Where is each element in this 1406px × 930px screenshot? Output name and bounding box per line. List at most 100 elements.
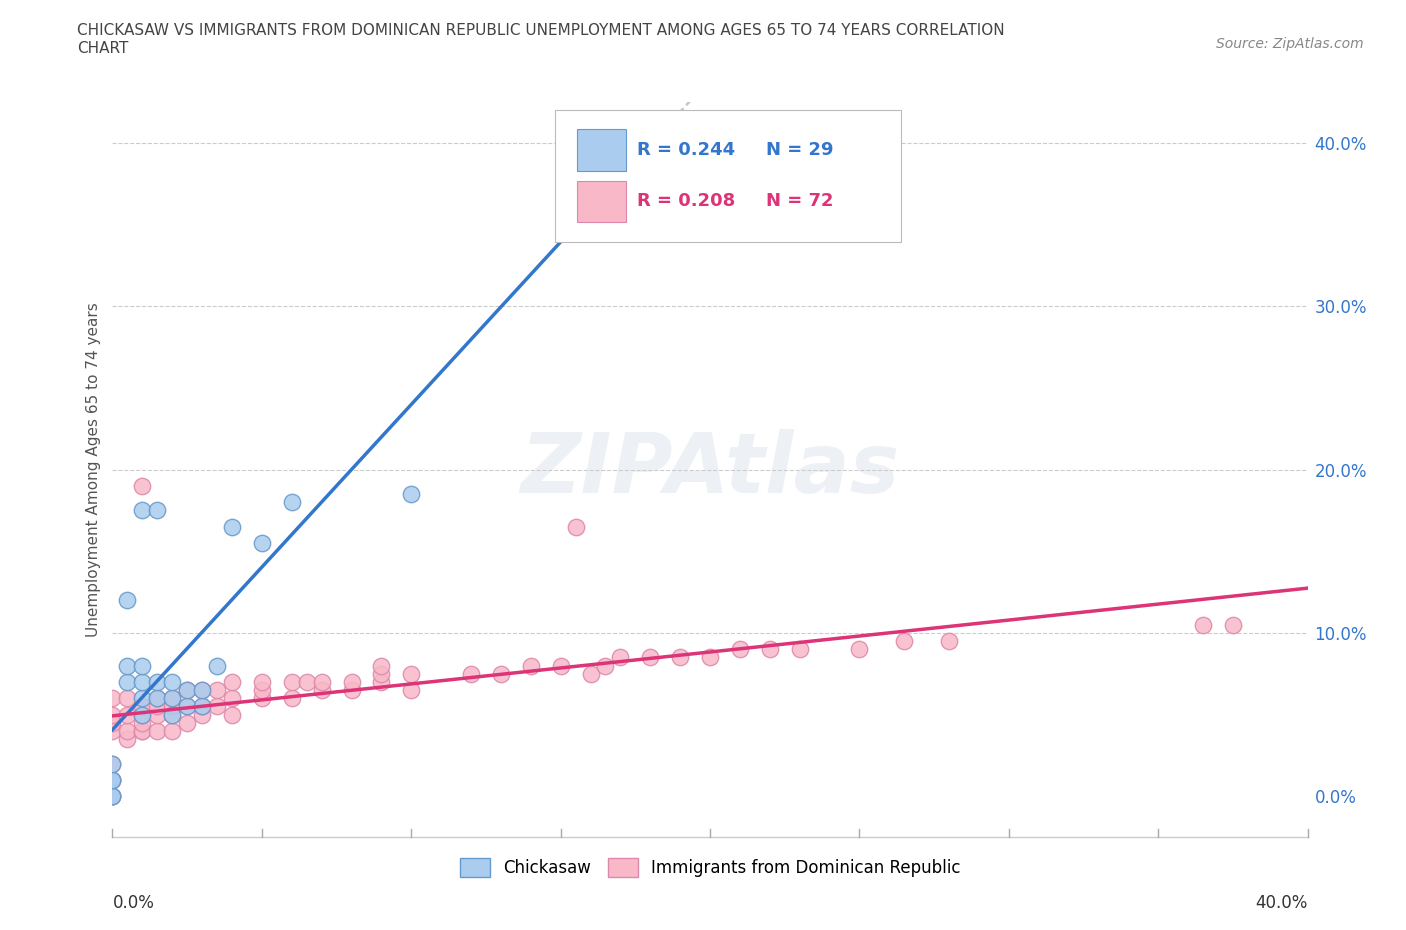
Point [162, 674, 183, 689]
Point [176, 699, 198, 714]
Text: CHICKASAW VS IMMIGRANTS FROM DOMINICAN REPUBLIC UNEMPLOYMENT AMONG AGES 65 TO 74: CHICKASAW VS IMMIGRANTS FROM DOMINICAN R… [77, 23, 1005, 56]
Point [609, 650, 631, 665]
Point [131, 724, 153, 738]
Point [205, 683, 228, 698]
Point [146, 503, 169, 518]
Point [131, 479, 153, 494]
Point [191, 699, 214, 714]
Point [401, 486, 423, 501]
Point [101, 789, 124, 804]
Point [117, 674, 139, 689]
Point [131, 724, 153, 738]
Point [101, 773, 124, 788]
Point [759, 642, 782, 657]
Point [117, 707, 139, 722]
Point [1192, 618, 1215, 632]
Point [131, 674, 153, 689]
Point [311, 683, 333, 698]
Point [176, 715, 198, 730]
Legend: Chickasaw, Immigrants from Dominican Republic: Chickasaw, Immigrants from Dominican Rep… [453, 851, 967, 884]
Point [370, 666, 392, 681]
Point [101, 789, 124, 804]
Text: 0.0%: 0.0% [112, 894, 155, 912]
Point [191, 683, 214, 698]
Point [162, 707, 183, 722]
Text: Source: ZipAtlas.com: Source: ZipAtlas.com [1216, 37, 1364, 51]
Point [221, 707, 243, 722]
Point [131, 715, 153, 730]
Point [131, 658, 153, 673]
Y-axis label: Unemployment Among Ages 65 to 74 years: Unemployment Among Ages 65 to 74 years [86, 302, 101, 637]
Point [146, 674, 169, 689]
Point [640, 650, 662, 665]
Point [176, 699, 198, 714]
Text: N = 72: N = 72 [766, 193, 834, 210]
Text: N = 29: N = 29 [766, 141, 834, 159]
FancyBboxPatch shape [578, 181, 627, 222]
Point [101, 707, 124, 722]
Point [117, 691, 139, 706]
Point [101, 789, 124, 804]
Point [564, 519, 586, 534]
Point [101, 773, 124, 788]
Point [221, 519, 243, 534]
Point [131, 707, 153, 722]
Point [221, 691, 243, 706]
Point [162, 707, 183, 722]
Point [146, 691, 169, 706]
Point [460, 666, 482, 681]
Point [146, 699, 169, 714]
Point [117, 658, 139, 673]
Point [117, 592, 139, 607]
FancyBboxPatch shape [578, 129, 627, 170]
Point [101, 756, 124, 771]
Point [295, 674, 318, 689]
Point [146, 724, 169, 738]
Point [162, 691, 183, 706]
Point [699, 650, 721, 665]
Point [146, 707, 169, 722]
Point [176, 683, 198, 698]
Point [281, 495, 304, 510]
Point [205, 699, 228, 714]
Point [205, 658, 228, 673]
Point [117, 724, 139, 738]
Point [250, 536, 273, 551]
Point [311, 674, 333, 689]
Point [250, 683, 273, 698]
Point [789, 642, 811, 657]
Point [101, 715, 124, 730]
Point [101, 724, 124, 738]
Point [550, 658, 572, 673]
Point [131, 691, 153, 706]
Point [101, 756, 124, 771]
Point [250, 691, 273, 706]
Text: R = 0.208: R = 0.208 [637, 193, 735, 210]
Point [162, 724, 183, 738]
Point [893, 633, 915, 648]
Text: 40.0%: 40.0% [1256, 894, 1308, 912]
Point [579, 666, 602, 681]
FancyBboxPatch shape [554, 110, 901, 242]
Point [520, 658, 543, 673]
Point [221, 674, 243, 689]
Point [848, 642, 870, 657]
Point [191, 707, 214, 722]
Point [176, 683, 198, 698]
Point [281, 691, 304, 706]
Point [250, 674, 273, 689]
Point [564, 168, 586, 183]
Point [191, 699, 214, 714]
Point [162, 699, 183, 714]
Point [340, 683, 363, 698]
Point [595, 658, 617, 673]
Point [728, 642, 751, 657]
Point [131, 503, 153, 518]
Point [281, 674, 304, 689]
Point [101, 773, 124, 788]
Point [117, 732, 139, 747]
Point [669, 650, 692, 665]
Point [162, 691, 183, 706]
Point [101, 691, 124, 706]
Point [938, 633, 960, 648]
